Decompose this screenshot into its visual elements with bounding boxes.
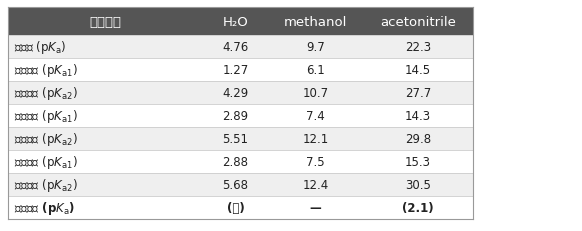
Text: 27.7: 27.7 bbox=[405, 87, 431, 100]
Bar bbox=[8, 105, 473, 128]
Text: フタル酸 (p$\mathit{K}$$_{\mathrm{a2}}$): フタル酸 (p$\mathit{K}$$_{\mathrm{a2}}$) bbox=[14, 131, 77, 147]
Text: 15.3: 15.3 bbox=[405, 155, 431, 168]
Text: 14.3: 14.3 bbox=[405, 109, 431, 122]
Bar bbox=[8, 8, 203, 36]
Text: 30.5: 30.5 bbox=[405, 178, 431, 191]
Text: 10.7: 10.7 bbox=[303, 87, 329, 100]
Text: 5.68: 5.68 bbox=[222, 178, 249, 191]
Text: 9.7: 9.7 bbox=[306, 41, 325, 54]
Text: 2.88: 2.88 bbox=[222, 155, 249, 168]
Bar bbox=[203, 8, 268, 36]
Text: 1.27: 1.27 bbox=[222, 64, 249, 77]
Text: H₂O: H₂O bbox=[223, 15, 249, 28]
Bar bbox=[8, 128, 473, 150]
Text: 29.8: 29.8 bbox=[405, 132, 431, 145]
Text: 14.5: 14.5 bbox=[405, 64, 431, 77]
Text: —: — bbox=[310, 201, 321, 214]
Bar bbox=[8, 59, 473, 82]
Text: 酢　酸 (p$\mathit{K}$$_\mathrm{a}$): 酢 酸 (p$\mathit{K}$$_\mathrm{a}$) bbox=[14, 39, 66, 56]
Text: 4.76: 4.76 bbox=[222, 41, 249, 54]
Text: 7.4: 7.4 bbox=[306, 109, 325, 122]
Text: 7.5: 7.5 bbox=[306, 155, 325, 168]
Text: フタル酸 (p$\mathit{K}$$_{\mathrm{a1}}$): フタル酸 (p$\mathit{K}$$_{\mathrm{a1}}$) bbox=[14, 108, 77, 125]
Text: 22.3: 22.3 bbox=[405, 41, 431, 54]
Text: シュウ酸 (p$\mathit{K}$$_{\mathrm{a2}}$): シュウ酸 (p$\mathit{K}$$_{\mathrm{a2}}$) bbox=[14, 85, 77, 102]
Text: methanol: methanol bbox=[284, 15, 347, 28]
Text: 6.1: 6.1 bbox=[306, 64, 325, 77]
Text: acetonitrile: acetonitrile bbox=[380, 15, 456, 28]
Bar bbox=[8, 36, 473, 59]
Text: (強): (強) bbox=[226, 201, 244, 214]
Bar bbox=[8, 196, 473, 219]
Text: 溶　　媒: 溶 媒 bbox=[90, 15, 122, 28]
Bar bbox=[363, 8, 473, 36]
Text: 2.89: 2.89 bbox=[222, 109, 249, 122]
Bar bbox=[8, 82, 473, 105]
Text: マロン酸 (p$\mathit{K}$$_{\mathrm{a2}}$): マロン酸 (p$\mathit{K}$$_{\mathrm{a2}}$) bbox=[14, 176, 77, 193]
Text: 12.4: 12.4 bbox=[303, 178, 329, 191]
Text: マロン酸 (p$\mathit{K}$$_{\mathrm{a1}}$): マロン酸 (p$\mathit{K}$$_{\mathrm{a1}}$) bbox=[14, 153, 77, 170]
Text: シュウ酸 (p$\mathit{K}$$_{\mathrm{a1}}$): シュウ酸 (p$\mathit{K}$$_{\mathrm{a1}}$) bbox=[14, 62, 77, 79]
Text: 12.1: 12.1 bbox=[303, 132, 329, 145]
Text: 5.51: 5.51 bbox=[222, 132, 249, 145]
Text: (2.1): (2.1) bbox=[402, 201, 434, 214]
Bar bbox=[8, 173, 473, 196]
Bar bbox=[8, 150, 473, 173]
Text: 過塩素酸 (p$\mathit{K}$$_\mathrm{a}$): 過塩素酸 (p$\mathit{K}$$_\mathrm{a}$) bbox=[14, 199, 75, 216]
Bar bbox=[268, 8, 363, 36]
Text: 4.29: 4.29 bbox=[222, 87, 249, 100]
